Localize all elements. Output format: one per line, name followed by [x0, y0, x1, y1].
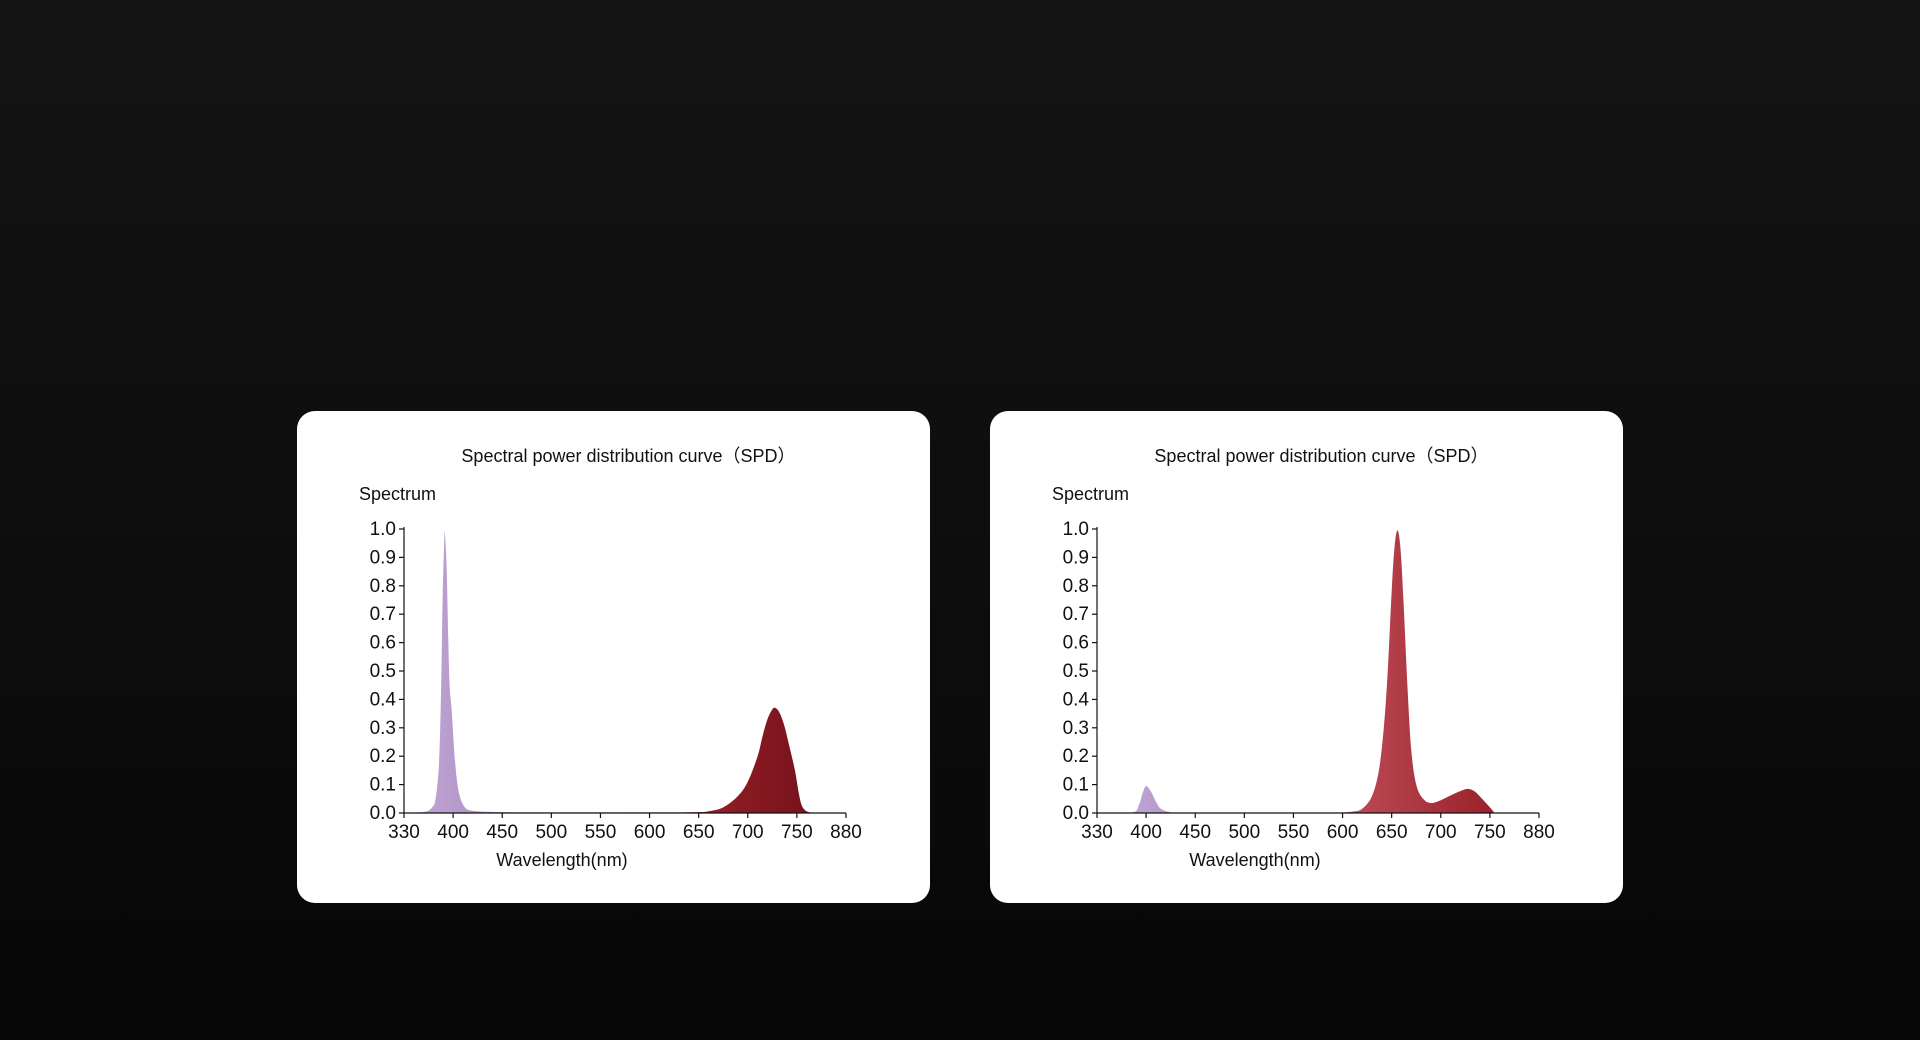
x-tick-label: 450: [1179, 822, 1211, 843]
x-tick-label: 700: [1425, 822, 1457, 843]
y-tick-label: 1.0: [370, 519, 396, 540]
y-tick-label: 0.5: [370, 661, 396, 682]
spd-chart-left: 0.0 0.1 0.2 0.3 0.4 0.5 0.6 0.7 0.8 0.9 1.0 330 400 4…: [370, 519, 862, 843]
spd-chart-card-right: 0.0 0.1 0.2 0.3 0.4 0.5 0.6 0.7 0.8 0.9 1.0 330 400 4…: [990, 411, 1623, 903]
y-axis-label: Spectrum: [359, 484, 437, 504]
y-tick-label: 0.9: [370, 547, 396, 568]
y-tick-label: 0.4: [370, 689, 397, 710]
x-tick-label: 880: [1523, 822, 1555, 843]
y-tick-label: 0.1: [1063, 775, 1089, 796]
y-tick-label: 0.7: [1063, 604, 1089, 625]
x-tick-label: 700: [732, 822, 764, 843]
y-tick-label: 0.2: [1063, 746, 1089, 767]
chart-title: Spectral power distribution curve（SPD）: [1154, 446, 1489, 466]
spd-chart-right: 0.0 0.1 0.2 0.3 0.4 0.5 0.6 0.7 0.8 0.9 1.0 330 400 4…: [1063, 519, 1555, 843]
x-axis-label: Wavelength(nm): [1189, 850, 1321, 870]
y-tick-label: 0.6: [1063, 633, 1089, 654]
x-tick-label: 880: [830, 822, 862, 843]
spectrum-peak-area-2: [1332, 530, 1539, 813]
x-tick-label: 450: [486, 822, 518, 843]
x-tick-label: 750: [1474, 822, 1506, 843]
x-axis-label: Wavelength(nm): [496, 850, 628, 870]
x-tick-label: 600: [1327, 822, 1359, 843]
spectrum-peak-area-1: [1097, 786, 1539, 813]
x-tick-label: 500: [1228, 822, 1260, 843]
y-tick-label: 0.9: [1063, 547, 1089, 568]
x-tick-label: 600: [634, 822, 666, 843]
y-tick-label: 0.2: [370, 746, 396, 767]
x-tick-label: 330: [1081, 822, 1113, 843]
y-tick-label: 0.7: [370, 604, 396, 625]
y-tick-label: 1.0: [1063, 519, 1089, 540]
y-tick-label: 0.3: [370, 718, 396, 739]
y-tick-label: 0.3: [1063, 718, 1089, 739]
y-axis-label: Spectrum: [1052, 484, 1130, 504]
chart-title: Spectral power distribution curve（SPD）: [461, 446, 796, 466]
x-tick-label: 550: [585, 822, 617, 843]
y-tick-label: 0.6: [370, 633, 396, 654]
spectrum-peak-area-2: [649, 707, 846, 813]
y-tick-label: 0.8: [1063, 576, 1089, 597]
x-tick-label: 330: [388, 822, 420, 843]
x-tick-label: 650: [683, 822, 715, 843]
y-tick-label: 0.8: [370, 576, 396, 597]
spectrum-peak-area-1: [404, 531, 846, 813]
x-tick-label: 500: [535, 822, 567, 843]
x-tick-label: 750: [781, 822, 813, 843]
y-tick-label: 0.5: [1063, 661, 1089, 682]
spd-chart-card-left: 0.0 0.1 0.2 0.3 0.4 0.5 0.6 0.7 0.8 0.9 1.0 330 400 4…: [297, 411, 930, 903]
y-tick-label: 0.0: [370, 803, 396, 824]
x-tick-label: 400: [1130, 822, 1162, 843]
x-tick-label: 400: [437, 822, 469, 843]
y-tick-label: 0.1: [370, 775, 396, 796]
x-tick-label: 650: [1376, 822, 1408, 843]
x-tick-label: 550: [1278, 822, 1310, 843]
y-tick-label: 0.0: [1063, 803, 1089, 824]
y-tick-label: 0.4: [1063, 689, 1090, 710]
